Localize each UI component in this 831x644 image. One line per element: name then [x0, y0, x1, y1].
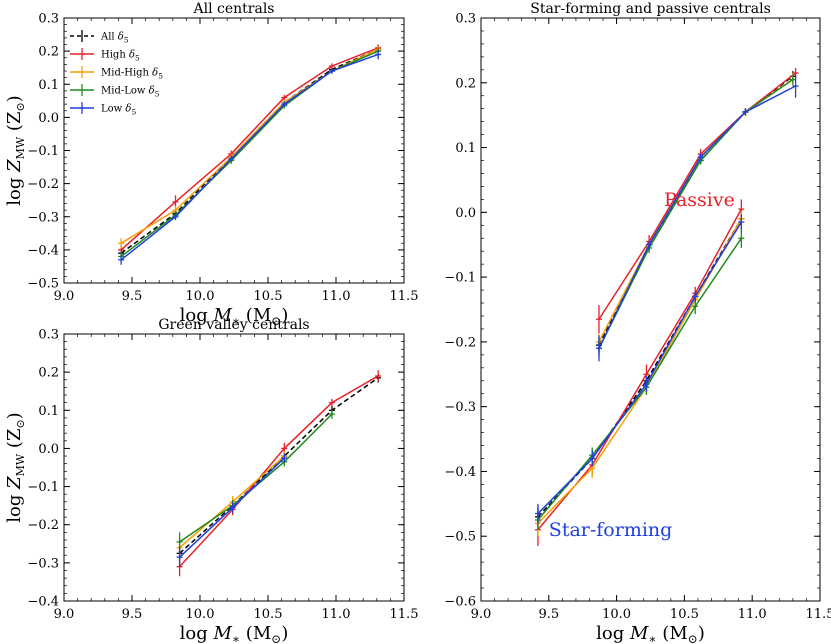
- x-tick-label: 9.0: [471, 607, 492, 622]
- y-tick-label: 0.0: [38, 442, 59, 457]
- y-tick-label: 0.2: [455, 76, 476, 91]
- series-line: [179, 377, 379, 554]
- series-all-passive: [595, 71, 796, 353]
- y-tick-label: −0.1: [444, 271, 476, 286]
- plot-frame: [63, 17, 405, 284]
- x-tick-label: 11.5: [806, 607, 831, 622]
- x-tick-label: 11.0: [322, 289, 351, 304]
- legend-label: High δ5: [101, 50, 140, 63]
- x-axis-label: log M∗ (M⊙): [596, 623, 705, 644]
- y-axis-label: log ZMW (Z⊙): [4, 95, 27, 205]
- legend-label: Mid-High δ5: [101, 68, 163, 81]
- x-tick-label: 10.0: [186, 607, 215, 622]
- y-tick-label: −0.3: [444, 400, 476, 415]
- y-tick-label: 0.1: [38, 404, 59, 419]
- y-tick-label: −0.5: [27, 277, 59, 292]
- y-tick-label: 0.2: [38, 366, 59, 381]
- series-low-passive: [595, 74, 799, 362]
- x-tick-label: 11.5: [390, 607, 419, 622]
- chart-title: All centrals: [193, 1, 275, 17]
- y-tick-label: −0.4: [27, 595, 59, 610]
- series-high: [176, 370, 382, 577]
- x-tick-label: 9.5: [122, 289, 143, 304]
- panel-2: 9.0 9.5 10.0 10.5 11.0 11.5 −0.4 −0.3 −0.2 −0.1 0.…: [4, 317, 418, 644]
- series-mid-low-passive: [595, 74, 796, 357]
- series-line: [598, 85, 796, 349]
- y-tick-label: −0.3: [27, 210, 59, 225]
- panel-3: 9.0 9.5 10.0 10.5 11.0 11.5 −0.6 −0.5 −0.4 −0.3 −0…: [444, 1, 831, 644]
- y-tick-label: 0.0: [455, 206, 476, 221]
- x-tick-label: 10.5: [670, 607, 699, 622]
- legend-label: Low δ5: [101, 104, 136, 117]
- series-mid-high-passive: [595, 73, 796, 350]
- y-tick-label: 0.0: [38, 111, 59, 126]
- legend: All δ5 High δ5 Mid-High δ5 Mid-Low δ5 Low δ5: [70, 30, 163, 117]
- series-low: [176, 453, 288, 567]
- x-tick-label: 10.0: [602, 607, 631, 622]
- chart-title: Green valley centrals: [158, 317, 309, 333]
- x-axis-label: log M∗ (M⊙): [180, 623, 289, 644]
- y-axis-label: log ZMW (Z⊙): [4, 412, 27, 522]
- y-tick-label: −0.3: [27, 556, 59, 571]
- series-low: [118, 49, 382, 265]
- y-tick-label: 0.1: [38, 78, 59, 93]
- y-tick-label: −0.4: [444, 465, 476, 480]
- y-tick-label: 0.3: [38, 328, 59, 343]
- x-tick-label: 9.0: [54, 289, 75, 304]
- x-tick-label: 9.5: [538, 607, 559, 622]
- x-axis-label: log M∗ (M⊙): [180, 305, 289, 328]
- y-tick-label: −0.2: [27, 518, 59, 533]
- x-tick-label: 10.5: [254, 607, 283, 622]
- x-tick-label: 10.0: [186, 289, 215, 304]
- x-tick-label: 11.0: [322, 607, 351, 622]
- y-tick-label: −0.1: [27, 144, 59, 159]
- plot-frame: [63, 333, 405, 602]
- x-tick-label: 11.0: [738, 607, 767, 622]
- series-line: [120, 47, 379, 251]
- legend-label: All δ5: [100, 32, 129, 45]
- series-line: [179, 375, 379, 568]
- y-tick-label: 0.2: [38, 45, 59, 60]
- series-line: [537, 237, 742, 521]
- y-tick-label: −0.6: [444, 595, 476, 610]
- y-tick-label: −0.1: [27, 480, 59, 495]
- annotation-passive: Passive: [664, 189, 735, 211]
- y-tick-label: −0.2: [444, 335, 476, 350]
- chart-title: Star-forming and passive centrals: [530, 1, 771, 17]
- x-tick-label: 10.5: [254, 289, 283, 304]
- legend-label: Mid-Low δ5: [101, 86, 160, 99]
- annotation-star-forming: Star-forming: [549, 519, 673, 541]
- series-line: [120, 50, 379, 258]
- y-tick-label: 0.1: [455, 141, 476, 156]
- panel-1: 9.0 9.5 10.0 10.5 11.0 11.5 −0.5 −0.4 −0.3 −0.2 −0…: [4, 1, 418, 328]
- series-line: [120, 53, 379, 261]
- y-tick-label: 0.3: [455, 12, 476, 27]
- x-tick-label: 9.0: [54, 607, 75, 622]
- series-low-star-forming: [534, 214, 745, 524]
- x-tick-label: 11.5: [390, 289, 419, 304]
- y-tick-label: −0.2: [27, 177, 59, 192]
- y-tick-label: 0.3: [38, 12, 59, 27]
- series-line: [598, 78, 794, 349]
- y-tick-label: −0.5: [444, 530, 476, 545]
- series-all-star-forming: [534, 211, 745, 527]
- y-tick-label: −0.4: [27, 243, 59, 258]
- plot-frame: [480, 17, 821, 602]
- x-tick-label: 9.5: [122, 607, 143, 622]
